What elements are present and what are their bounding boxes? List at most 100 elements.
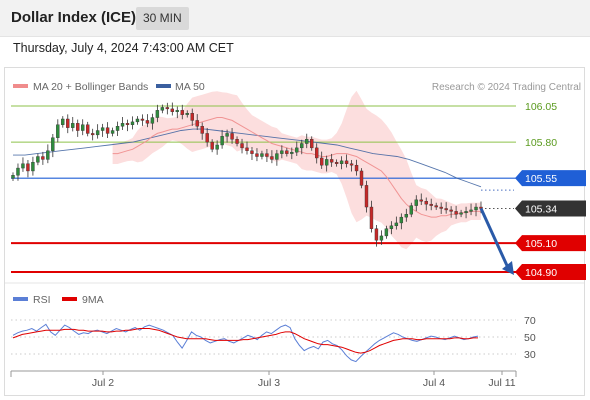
candle-body (125, 123, 130, 125)
candle-body (170, 108, 175, 112)
candle-body (61, 118, 65, 125)
candle-body (85, 124, 90, 134)
candle-body (275, 153, 279, 160)
candle-body (66, 118, 70, 128)
chart-frame (4, 67, 585, 396)
candle-body (469, 209, 473, 212)
candle-body (235, 138, 239, 144)
rsi-tick-70: 70 (524, 315, 536, 327)
candle-body (409, 205, 413, 215)
candle-body (225, 133, 229, 137)
candle-body (185, 113, 189, 115)
x-tick-label: Jul 3 (258, 377, 280, 389)
candle-body (36, 156, 40, 163)
ma50-line (13, 128, 482, 188)
ma50-legend-swatch (156, 84, 171, 88)
level-tag-104.90: 104.90 (525, 267, 557, 279)
instrument-title: Dollar Index (ICE) (11, 9, 137, 26)
candle-body (90, 133, 95, 136)
x-tick-label: Jul 2 (92, 377, 114, 389)
candle-body (160, 107, 165, 111)
candle-body (369, 206, 374, 229)
candle-body (220, 136, 224, 146)
x-tick-label: Jul 11 (488, 377, 515, 389)
candle-body (46, 150, 50, 160)
research-credit: Research © 2024 Trading Central (432, 82, 581, 93)
candle-body (41, 156, 45, 160)
timeframe-badge[interactable]: 30 MIN (136, 7, 189, 30)
level-tag-bg-104.90 (515, 264, 586, 280)
ma50-legend-label: MA 50 (175, 81, 205, 93)
candle-body (349, 163, 354, 166)
candle-body (240, 143, 244, 149)
candle-body (374, 228, 379, 241)
candles (11, 102, 483, 247)
level-tag-105.34: 105.34 (525, 203, 557, 215)
candle-body (394, 222, 399, 227)
candle-body (290, 151, 294, 154)
candle-body (285, 150, 289, 154)
candle-body (250, 150, 254, 154)
candle-body (205, 133, 209, 143)
candle-body (165, 107, 170, 110)
candle-body (384, 228, 389, 237)
ma50-layer (13, 128, 482, 188)
x-tick-label: Jul 4 (423, 377, 445, 389)
candle-body (310, 138, 314, 149)
candle-body (31, 162, 35, 172)
rsi-ma9-line (12, 328, 478, 354)
candle-body (115, 126, 120, 131)
candle-body (359, 170, 364, 186)
candle-body (379, 235, 384, 241)
candle-body (26, 163, 30, 172)
candle-body (454, 211, 458, 215)
candle-body (399, 216, 404, 224)
candle-body (260, 153, 264, 157)
candle-body (474, 206, 478, 211)
ma20-legend-swatch (13, 84, 28, 88)
candle-body (300, 143, 304, 149)
candle-body (339, 160, 344, 164)
candle-body (364, 185, 369, 208)
candle-body (215, 144, 219, 150)
candle-body (105, 127, 110, 134)
rsi-legend-label: RSI (33, 294, 51, 306)
rsi-legend-swatch (13, 297, 28, 301)
candle-body (175, 110, 179, 112)
candle-body (230, 133, 234, 140)
candle-body (329, 159, 334, 163)
candle-body (95, 130, 100, 136)
candle-body (81, 124, 85, 131)
candle-body (245, 147, 249, 151)
candle-body (140, 118, 145, 121)
candle-body (135, 118, 140, 123)
rsi-tick-30: 30 (524, 349, 536, 361)
candle-body (255, 153, 259, 157)
ma9-legend-label: 9MA (82, 294, 104, 306)
candle-body (414, 199, 418, 206)
candle-body (71, 123, 75, 128)
candle-body (439, 206, 443, 209)
candle-body (145, 120, 150, 124)
ma20-legend-label: MA 20 + Bollinger Bands (33, 81, 148, 93)
candle-body (344, 160, 349, 164)
x-axis-ticks: Jul 2 Jul 3 Jul 4 Jul 11 (92, 371, 516, 389)
candle-body (315, 147, 319, 159)
candle-body (56, 124, 60, 138)
candle-body (464, 211, 468, 214)
level-tag-106.05: 106.05 (525, 101, 557, 113)
candle-body (51, 137, 55, 151)
level-tags: 106.05 105.80 105.55 105.34 105.10 104.90 (515, 101, 586, 280)
rsi-lines (12, 323, 479, 363)
candle-body (324, 159, 329, 166)
rsi-tick-50: 50 (524, 332, 536, 344)
candle-body (444, 208, 448, 211)
level-tag-bg-105.55 (515, 170, 586, 187)
candle-body (449, 209, 453, 212)
chart-datetime: Thursday, July 4, 2024 7:43:00 AM CET (13, 41, 234, 55)
candle-body (100, 127, 105, 131)
candle-body (280, 150, 284, 154)
candle-body (419, 199, 423, 202)
candle-body (180, 110, 184, 115)
